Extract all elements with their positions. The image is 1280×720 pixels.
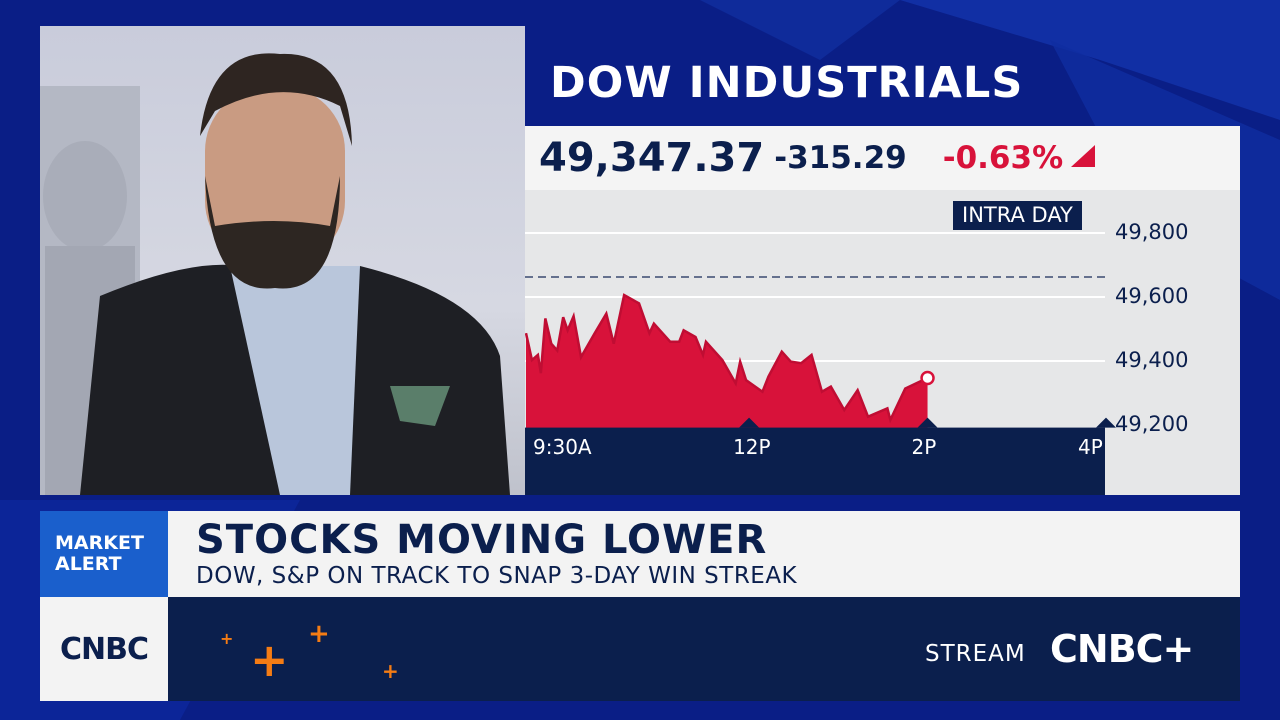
price-line [525, 293, 929, 424]
time-tick-marker [1096, 417, 1116, 428]
y-tick-label: 49,200 [1115, 412, 1189, 436]
cnbc-plus-logo: CNBC+ [1050, 627, 1194, 671]
intraday-chart: INTRA DAY 49,800 49,600 49,400 49,200 9:30A… [525, 190, 1240, 495]
last-price-marker [920, 370, 935, 386]
bottom-bar: CNBC + + + + STREAM CNBC+ [40, 597, 1240, 701]
tag-line-1: MARKET [55, 532, 144, 554]
graphic-title: DOW INDUSTRIALS [550, 58, 1024, 108]
headline: STOCKS MOVING LOWER [196, 517, 768, 563]
subheadline: DOW, S&P ON TRACK TO SNAP 3-DAY WIN STRE… [196, 563, 798, 589]
y-tick-label: 49,600 [1115, 284, 1189, 308]
plus-decoration-icon: + [220, 629, 234, 648]
x-tick-label: 4P [1078, 435, 1103, 459]
down-triangle-icon [1071, 145, 1096, 167]
price-area [526, 295, 928, 429]
plus-decoration-icon: + [250, 633, 289, 687]
y-tick-label: 49,800 [1115, 220, 1189, 244]
last-price: 49,347.37 [539, 135, 765, 181]
stream-label: STREAM [925, 641, 1026, 667]
time-axis-band [525, 427, 1105, 495]
guest-video-image [40, 53, 510, 495]
plus-decoration-icon: + [308, 619, 330, 649]
y-tick-label: 49,400 [1115, 348, 1189, 372]
net-change: -315.29 [774, 140, 907, 176]
plus-decoration-icon: + [382, 659, 399, 683]
chart-plot [525, 232, 1116, 495]
market-alert-tag: MARKET ALERT [40, 511, 168, 597]
x-tick-label: 9:30A [533, 435, 592, 459]
time-tick-marker [917, 417, 938, 428]
quote-bar: 49,347.37 -315.29 -0.63% [525, 126, 1240, 190]
lower-third: MARKET ALERT STOCKS MOVING LOWER DOW, S&… [40, 511, 1240, 597]
x-tick-label: 2P [911, 435, 937, 459]
percent-change: -0.63% [942, 140, 1064, 176]
guest-video-feed [40, 26, 525, 495]
intra-day-badge: INTRA DAY [953, 201, 1082, 230]
tag-line-2: ALERT [55, 553, 122, 575]
cnbc-logo: CNBC [40, 597, 168, 701]
time-tick-marker [739, 417, 760, 428]
x-tick-label: 12P [733, 435, 771, 459]
